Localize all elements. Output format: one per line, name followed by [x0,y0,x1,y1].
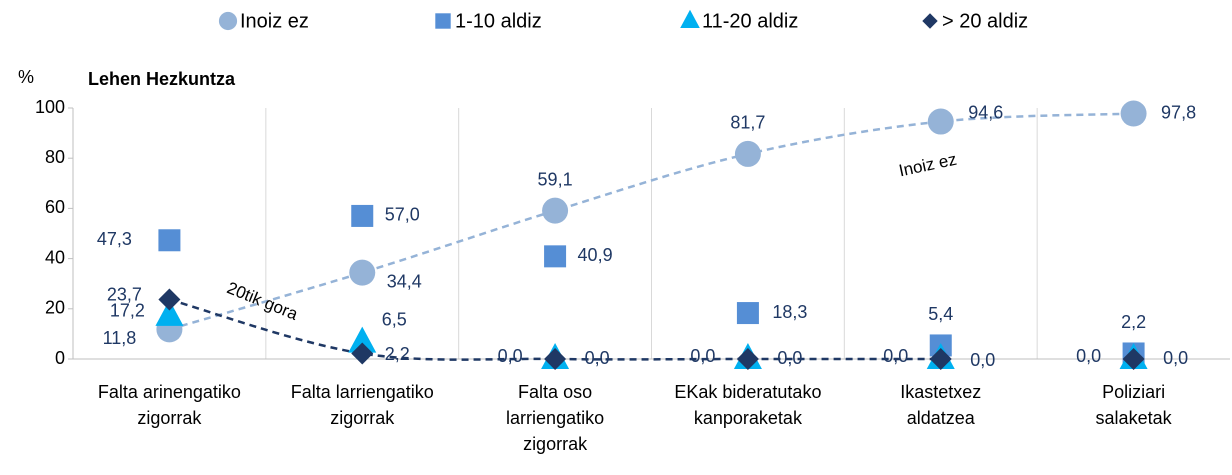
value-label: 0,0 [585,348,610,368]
marker [734,140,761,167]
y-tick-label: 20 [45,298,65,318]
value-label: 23,7 [107,284,142,304]
trend-line [169,112,1134,331]
value-label: 17,2 [110,301,145,321]
value-label: 0,0 [1076,346,1101,366]
marker [736,348,759,370]
marker [544,348,567,370]
value-label: 0,0 [777,348,802,368]
y-tick-label: 0 [55,348,65,368]
value-label: 18,3 [772,302,807,322]
legend-label: 1-10 aldiz [455,10,542,32]
y-tick-label: 80 [45,147,65,167]
x-tick-label: Ikastetxez [900,382,981,402]
x-tick-label: salaketak [1096,408,1173,428]
x-tick-label: Falta larriengatiko [291,382,434,402]
value-label: 47,3 [97,229,132,249]
marker [544,245,567,268]
marker [927,108,954,135]
value-label: 34,4 [387,271,422,291]
marker [158,229,181,252]
legend-marker [922,13,938,29]
value-label: 6,5 [382,309,407,329]
marker [736,302,759,325]
marker [348,326,377,353]
marker [351,204,374,227]
value-label: 59,1 [538,169,573,189]
value-label: 11,8 [103,328,137,348]
value-label: 0,0 [1163,348,1188,368]
annotation: Inoiz ez [897,150,958,181]
y-tick-label: 100 [35,97,65,117]
x-tick-label: Poliziari [1102,382,1165,402]
value-label: 2,2 [1121,312,1146,332]
value-label: 0,0 [970,350,995,370]
value-label: 97,8 [1161,102,1196,122]
marker [1122,348,1145,370]
value-label: 0,0 [883,346,908,366]
y-tick-label: 60 [45,197,65,217]
value-label: 94,6 [968,102,1003,122]
value-label: 0,0 [498,346,523,366]
legend-label: 11-20 aldiz [702,10,798,32]
y-tick-label: 40 [45,247,65,267]
x-tick-label: Falta oso [518,382,592,402]
legend-label: > 20 aldiz [942,10,1028,32]
x-tick-label: EKak bideratutako [674,382,821,402]
value-label: 81,7 [730,113,765,133]
legend-label: Inoiz ez [240,10,309,32]
x-tick-label: aldatzea [907,408,976,428]
marker [929,348,952,370]
y-axis-label: % [18,67,34,87]
marker [542,197,569,224]
marker [158,288,181,311]
value-label: 5,4 [928,304,953,324]
value-label: 0,0 [690,346,715,366]
x-tick-label: kanporaketak [694,408,803,428]
marker [349,259,376,286]
legend-marker [435,13,451,29]
marker [351,342,374,365]
trend-line [169,298,941,361]
value-label: 2,2 [385,344,410,364]
chart-title: Lehen Hezkuntza [88,69,236,89]
legend-marker [680,9,700,29]
x-tick-label: Falta arinengatiko [98,382,241,402]
marker [155,299,184,326]
marker [1120,100,1147,127]
value-label: 57,0 [385,205,420,225]
legend-marker [218,11,238,31]
x-tick-label: zigorrak [523,434,588,454]
x-tick-label: zigorrak [330,408,395,428]
value-label: 40,9 [578,245,613,265]
x-tick-label: zigorrak [137,408,202,428]
x-tick-label: larriengatiko [506,408,604,428]
annotation: 20tik gora [224,278,301,324]
